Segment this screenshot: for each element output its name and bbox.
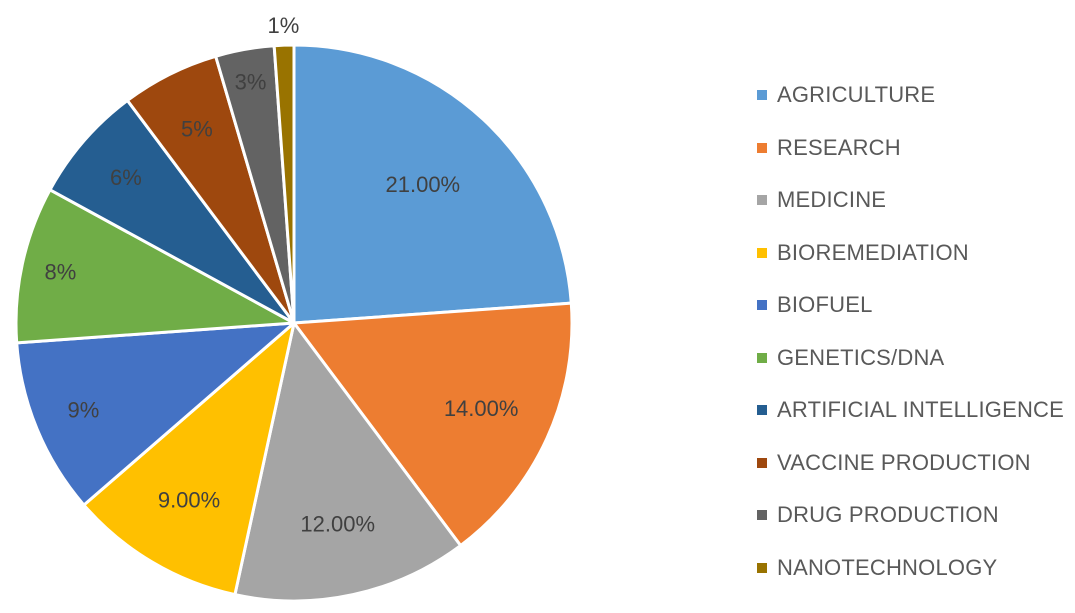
legend-label: BIOREMEDIATION — [777, 239, 969, 265]
pie-slice-research — [292, 301, 574, 548]
legend-item-bioremediation: BIOREMEDIATION — [757, 227, 1064, 280]
legend-swatch — [757, 457, 767, 468]
pie-slice-bioremediation — [82, 321, 296, 597]
pie-plot-area: 21.00% 14.00% 12.00% 9.00% 9% 8% 6% 5% 3% 1% — [14, 13, 574, 603]
legend-item-biofuel: BIOFUEL — [757, 279, 1064, 332]
pie-slice-genetics-dna — [14, 188, 296, 345]
data-label-vaccine-production: 5% — [181, 117, 213, 142]
data-label-medicine: 12.00% — [300, 512, 375, 537]
legend-swatch — [757, 247, 767, 258]
legend-label: MEDICINE — [777, 187, 887, 213]
pie-data-labels: 21.00% 14.00% 12.00% 9.00% 9% 8% 6% 5% 3% 1% — [44, 13, 518, 536]
pie-slice-agriculture — [292, 43, 573, 325]
data-label-research: 14.00% — [444, 396, 519, 421]
pie-slice-nanotechnology — [272, 43, 296, 325]
data-label-genetics-dna: 8% — [44, 260, 76, 285]
legend-label: DRUG PRODUCTION — [777, 502, 999, 528]
legend-label: RESEARCH — [777, 134, 901, 160]
pie-slice-artificial-intelligence — [48, 98, 296, 325]
data-label-drug-production: 3% — [235, 70, 267, 95]
data-label-biofuel: 9% — [67, 398, 99, 423]
pie-slice-medicine — [233, 321, 463, 603]
legend-label: VACCINE PRODUCTION — [777, 449, 1031, 475]
data-label-agriculture: 21.00% — [386, 172, 461, 197]
legend-swatch — [757, 562, 767, 573]
pie-slice-biofuel — [15, 321, 296, 507]
legend-swatch — [757, 510, 767, 521]
pie-slices — [14, 43, 574, 603]
legend-swatch — [757, 405, 767, 416]
legend-item-genetics-dna: GENETICS/DNA — [757, 332, 1064, 385]
legend-swatch — [757, 300, 767, 311]
legend-swatch — [757, 352, 767, 363]
legend-label: GENETICS/DNA — [777, 344, 945, 370]
legend-item-drug-production: DRUG PRODUCTION — [757, 489, 1064, 542]
legend-item-medicine: MEDICINE — [757, 174, 1064, 227]
legend-label: ARTIFICIAL INTELLIGENCE — [777, 397, 1065, 423]
legend-item-vaccine-production: VACCINE PRODUCTION — [757, 437, 1064, 490]
legend-label: BIOFUEL — [777, 292, 873, 318]
data-label-bioremediation: 9.00% — [158, 487, 220, 512]
legend-label: NANOTECHNOLOGY — [777, 554, 998, 580]
data-label-nanotechnology: 1% — [267, 13, 299, 38]
legend-swatch — [757, 142, 767, 153]
legend-swatch — [757, 195, 767, 206]
legend-item-artificial-intelligence: ARTIFICIAL INTELLIGENCE — [757, 384, 1064, 437]
legend-item-nanotechnology: NANOTECHNOLOGY — [757, 542, 1064, 595]
chart-legend: AGRICULTURE RESEARCH MEDICINE BIOREMEDIATIO… — [757, 69, 1064, 594]
data-label-artificial-intelligence: 6% — [110, 165, 142, 190]
legend-swatch — [757, 90, 767, 101]
legend-item-agriculture: AGRICULTURE — [757, 69, 1064, 122]
legend-label: AGRICULTURE — [777, 82, 936, 108]
legend-item-research: RESEARCH — [757, 122, 1064, 175]
